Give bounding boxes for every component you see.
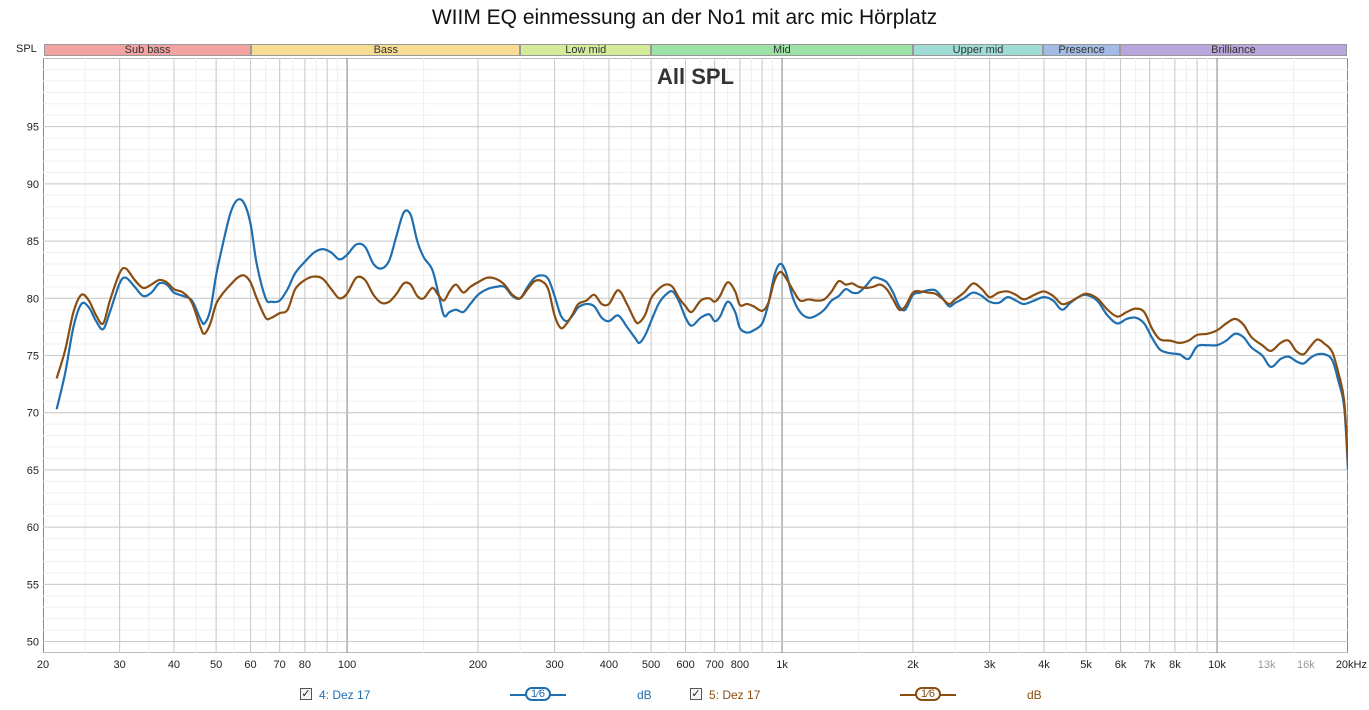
- x-tick-label: 2k: [907, 659, 919, 671]
- y-tick-label: 60: [27, 522, 39, 534]
- y-tick-label: 75: [27, 351, 39, 363]
- x-tick-label: 7k: [1144, 659, 1156, 671]
- band-upper-mid: Upper mid: [912, 44, 1044, 56]
- x-tick-label: 50: [210, 659, 222, 671]
- plot-title: All SPL: [657, 64, 734, 89]
- x-tick-label: 6k: [1115, 659, 1127, 671]
- band-low-mid: Low mid: [520, 44, 652, 56]
- x-tick-label: 8k: [1169, 659, 1181, 671]
- y-unit-label: SPL: [16, 43, 37, 55]
- series-2-checkbox[interactable]: ✓: [690, 688, 702, 700]
- series-2-unit: dB: [1027, 688, 1042, 702]
- spl-chart-svg[interactable]: All SPL: [43, 58, 1348, 653]
- x-tick-label: 100: [338, 659, 356, 671]
- y-tick-label: 95: [27, 122, 39, 134]
- series-line-2: [55, 266, 1348, 465]
- y-tick-label: 50: [27, 637, 39, 649]
- series-line-1: [55, 198, 1348, 470]
- x-tick-label: 300: [545, 659, 563, 671]
- y-tick-label: 55: [27, 579, 39, 591]
- y-tick-label: 85: [27, 236, 39, 248]
- x-tick-label: 80: [299, 659, 311, 671]
- x-tick-label: 200: [469, 659, 487, 671]
- y-tick-label: 90: [27, 179, 39, 191]
- x-tick-label: 20: [37, 659, 49, 671]
- x-tick-label: 40: [168, 659, 180, 671]
- x-tick-label: 4k: [1038, 659, 1050, 671]
- y-tick-label: 65: [27, 465, 39, 477]
- x-tick-label: 10k: [1208, 659, 1226, 671]
- series-2-legend-label: 5: Dez 17: [709, 688, 761, 702]
- series-1-smoothing-button[interactable]: 1⁄6: [525, 687, 551, 701]
- band-brilliance: Brilliance: [1119, 44, 1347, 56]
- series-1-unit: dB: [637, 688, 652, 702]
- x-tick-label: 400: [600, 659, 618, 671]
- series-1-legend-label: 4: Dez 17: [319, 688, 371, 702]
- plot-area[interactable]: All SPL: [43, 58, 1348, 653]
- band-sub-bass: Sub bass: [44, 44, 252, 56]
- chart-title: WIIM EQ einmessung an der No1 mit arc mi…: [431, 6, 938, 29]
- x-tick-label: 500: [642, 659, 660, 671]
- x-tick-label: 70: [274, 659, 286, 671]
- series-2-smoothing-button[interactable]: 1⁄6: [915, 687, 941, 701]
- x-tick-label: 3k: [984, 659, 996, 671]
- x-tick-label: 13k: [1258, 659, 1276, 671]
- x-tick-label: 700: [705, 659, 723, 671]
- x-tick-label: 60: [244, 659, 256, 671]
- band-bass: Bass: [251, 44, 521, 56]
- band-presence: Presence: [1043, 44, 1120, 56]
- y-tick-label: 70: [27, 408, 39, 420]
- x-tick-label: 16k: [1297, 659, 1315, 671]
- x-tick-label: 1k: [776, 659, 788, 671]
- frequency-band-bar: Sub bass Bass Low mid Mid Upper mid Presence B…: [44, 44, 1347, 57]
- band-mid: Mid: [651, 44, 913, 56]
- y-tick-label: 80: [27, 293, 39, 305]
- series-1-checkbox[interactable]: ✓: [300, 688, 312, 700]
- x-tick-label: 20kHz: [1336, 659, 1367, 671]
- x-tick-label: 600: [676, 659, 694, 671]
- x-tick-label: 30: [113, 659, 125, 671]
- x-tick-label: 5k: [1080, 659, 1092, 671]
- x-tick-label: 800: [731, 659, 749, 671]
